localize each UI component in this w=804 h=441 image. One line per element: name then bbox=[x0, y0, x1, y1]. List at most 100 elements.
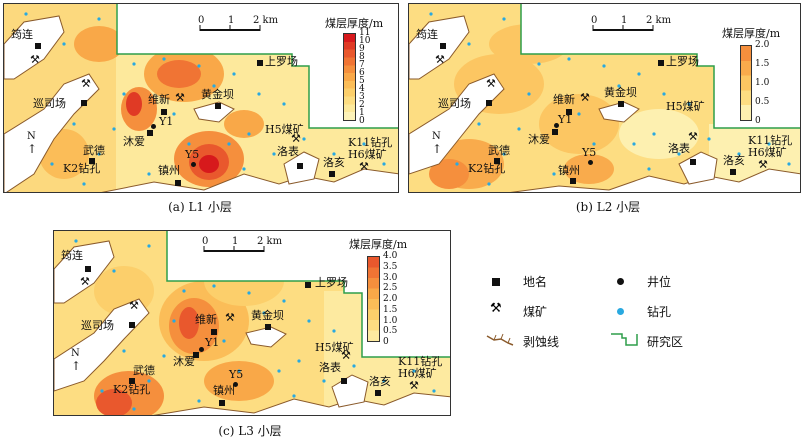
mine-icon: ⚒ bbox=[291, 132, 301, 145]
place-square-icon bbox=[492, 278, 500, 286]
colorbar-tick-label: 8 bbox=[359, 52, 365, 62]
well-dot bbox=[588, 160, 593, 165]
place-marker bbox=[211, 329, 217, 335]
thickness-map-l1 bbox=[4, 4, 398, 192]
place-marker bbox=[175, 180, 181, 186]
place-marker bbox=[129, 322, 135, 328]
colorbar-tick-label: 2.0 bbox=[755, 40, 770, 50]
place-label: 武德 bbox=[133, 364, 155, 377]
place-label: K11钻孔 bbox=[748, 134, 793, 147]
north-label: N bbox=[432, 131, 441, 142]
colorbar-tick-label: 0.5 bbox=[755, 97, 770, 107]
place-label: 黄金坝 bbox=[604, 86, 637, 99]
place-label: H5煤矿 bbox=[265, 123, 304, 136]
colorbar-tick-label: 7 bbox=[359, 60, 365, 70]
place-marker bbox=[257, 60, 263, 66]
thickness-map-l2 bbox=[409, 4, 800, 192]
place-marker bbox=[35, 43, 41, 49]
place-label: 武德 bbox=[488, 144, 510, 157]
scale-label: 2 km bbox=[257, 236, 283, 247]
place-label: 洛表 bbox=[277, 145, 299, 158]
colorbar bbox=[343, 33, 356, 121]
borehole-dot-icon bbox=[617, 308, 624, 315]
mine-icon: ⚒ bbox=[359, 160, 369, 173]
place-marker bbox=[305, 282, 311, 288]
colorbar-tick-label: 2 bbox=[359, 100, 365, 110]
map-panel-l1: 筠连 ⚒ ⚒ 巡司场 武德 K2钻孔 沐爱 维新 ⚒ 黄金坝 上罗场 H5煤矿 … bbox=[3, 3, 399, 193]
colorbar-tick-label: 5 bbox=[359, 76, 365, 86]
place-label: 洛表 bbox=[319, 361, 341, 374]
well-dot bbox=[151, 124, 156, 129]
north-label: N bbox=[27, 131, 36, 142]
place-label: 洛亥 bbox=[723, 154, 745, 167]
place-label: 洛亥 bbox=[323, 156, 345, 169]
mine-icon: ⚒ bbox=[490, 301, 502, 316]
scale-bar: 0 1 2 km bbox=[591, 15, 671, 33]
place-label: K2钻孔 bbox=[63, 162, 101, 175]
mine-icon: ⚒ bbox=[129, 299, 139, 312]
legend-label: 钻孔 bbox=[647, 305, 672, 319]
place-marker bbox=[219, 400, 225, 406]
place-marker bbox=[193, 352, 199, 358]
place-marker bbox=[375, 390, 381, 396]
colorbar-tick-label: 3.0 bbox=[383, 272, 398, 283]
place-label: H5煤矿 bbox=[666, 100, 705, 113]
scale-label: 2 km bbox=[646, 15, 672, 26]
scale-label: 1 bbox=[228, 15, 235, 26]
place-label: 上罗场 bbox=[315, 276, 348, 289]
north-label: N bbox=[71, 348, 80, 359]
place-marker bbox=[552, 129, 558, 135]
legend-label: 井位 bbox=[647, 275, 672, 289]
scale-label: 2 km bbox=[253, 15, 279, 26]
colorbar-tick-label: 1.0 bbox=[755, 78, 770, 88]
colorbar-title: 煤层厚度/m bbox=[349, 238, 408, 251]
place-label: 镇州 bbox=[158, 164, 180, 177]
map-panel-l3: 筠连 ⚒ ⚒ 巡司场 武德 K2钻孔 沐爱 维新 ⚒ 黄金坝 上罗场 H5煤矿 … bbox=[53, 230, 451, 416]
place-label: 筠连 bbox=[416, 28, 438, 41]
place-marker bbox=[690, 159, 696, 165]
panel-caption: (c) L3 小层 bbox=[218, 424, 282, 438]
legend-label: 剥蚀线 bbox=[523, 335, 560, 349]
place-label: H6煤矿 bbox=[348, 148, 387, 161]
place-marker bbox=[215, 103, 221, 109]
colorbar-tick-label: 11 bbox=[359, 28, 371, 38]
colorbar-tick-label: 1.0 bbox=[383, 315, 398, 326]
place-label: 镇州 bbox=[213, 384, 235, 397]
well-dot bbox=[554, 123, 559, 128]
well-label: Y1 bbox=[558, 113, 573, 126]
place-marker bbox=[85, 266, 91, 272]
place-label: 巡司场 bbox=[33, 97, 66, 110]
panel-caption: (a) L1 小层 bbox=[168, 200, 232, 214]
well-label: Y5 bbox=[229, 368, 244, 381]
place-label: 筠连 bbox=[11, 28, 33, 41]
place-marker bbox=[486, 100, 492, 106]
colorbar-tick-label: 1.5 bbox=[755, 59, 770, 69]
place-marker bbox=[329, 171, 335, 177]
place-label: 洛表 bbox=[668, 142, 690, 155]
legend-label: 研究区 bbox=[647, 335, 684, 349]
place-marker bbox=[129, 378, 135, 384]
place-label: 洛亥 bbox=[369, 375, 391, 388]
colorbar-title: 煤层厚度/m bbox=[325, 17, 384, 30]
place-label: 武德 bbox=[83, 144, 105, 157]
colorbar-tick-label: 10 bbox=[359, 36, 371, 46]
place-marker bbox=[265, 324, 271, 330]
place-marker bbox=[618, 101, 624, 107]
north-arrow: N ↑ bbox=[71, 348, 82, 373]
place-marker bbox=[570, 178, 576, 184]
place-label: 沐爱 bbox=[173, 355, 195, 368]
well-dot bbox=[233, 382, 238, 387]
legend-label: 地名 bbox=[523, 275, 548, 289]
scale-label: 1 bbox=[232, 236, 239, 247]
north-arrow: N ↑ bbox=[27, 131, 38, 156]
well-label: Y5 bbox=[185, 148, 200, 161]
place-marker bbox=[297, 163, 303, 169]
study-area-icon bbox=[611, 333, 638, 346]
place-label: 黄金坝 bbox=[251, 309, 284, 322]
scale-bar: 0 1 2 km bbox=[198, 15, 278, 33]
mine-icon: ⚒ bbox=[175, 91, 185, 104]
place-label: K11钻孔 bbox=[398, 355, 443, 368]
colorbar-tick-label: 9 bbox=[359, 44, 365, 54]
place-label: 镇州 bbox=[558, 164, 580, 177]
place-label: 巡司场 bbox=[81, 319, 114, 332]
